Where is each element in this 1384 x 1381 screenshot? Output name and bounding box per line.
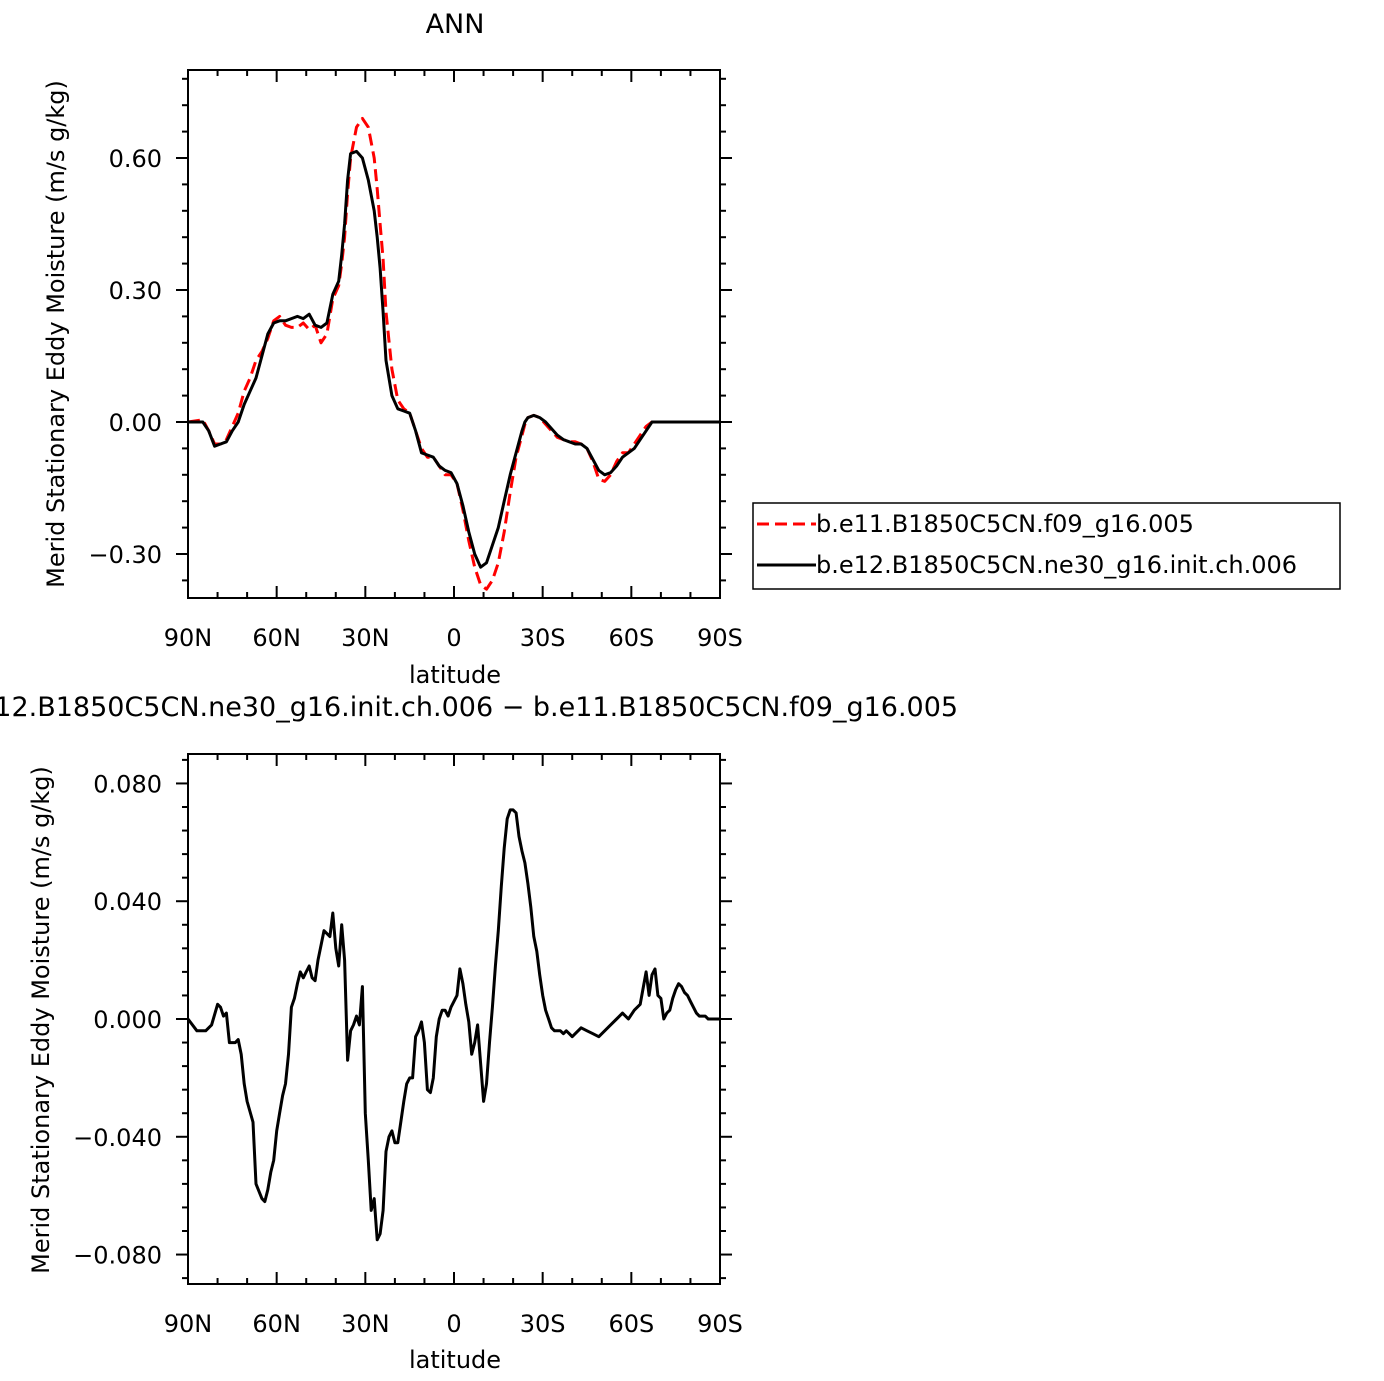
top-x-axis-label: latitude (409, 661, 501, 689)
bottom-x-tick-label: 0 (446, 1310, 461, 1338)
bottom-panel: b.e12.B1850C5CN.ne30_g16.init.ch.006 − b… (0, 692, 958, 1374)
bottom-y-tick-label: −0.080 (73, 1242, 162, 1270)
bottom-x-axis-label: latitude (409, 1346, 501, 1374)
bottom-y-axis-label: Merid Stationary Eddy Moisture (m/s g/kg… (27, 766, 55, 1274)
bottom-x-tick-label: 60S (608, 1310, 654, 1338)
bottom-axes-group: 90N 60N 30N 0 30S 60S 90S 0.080 0.040 0.000 −0.040… (73, 754, 743, 1338)
bottom-x-tick-label: 30S (520, 1310, 566, 1338)
bottom-y-tick-label: −0.040 (73, 1124, 162, 1152)
legend-label-series-2: b.e12.B1850C5CN.ne30_g16.init.ch.006 (816, 551, 1297, 579)
bottom-series-line-1 (186, 808, 720, 1242)
top-x-tick-label: 0 (446, 624, 461, 652)
top-x-tick-label: 60S (608, 624, 654, 652)
top-y-tick-label: 0.00 (109, 409, 162, 437)
legend: b.e11.B1850C5CN.f09_g16.005 b.e12.B1850C… (752, 502, 1341, 590)
top-series-line-1 (187, 116, 720, 591)
bottom-x-tick-label: 30N (341, 1310, 390, 1338)
bottom-y-tick-label: 0.000 (93, 1006, 162, 1034)
top-y-tick-label: 0.60 (109, 145, 162, 173)
legend-box (752, 502, 1341, 590)
top-series-group (187, 116, 720, 591)
bottom-series-group (186, 808, 720, 1242)
top-x-tick-label: 60N (252, 624, 301, 652)
top-y-tick-label: 0.30 (109, 277, 162, 305)
bottom-plot-frame (187, 753, 721, 1285)
top-axes-group: 90N 60N 30N 0 30S 60S 90S 0.60 0.30 0.00 −0.30 (88, 70, 743, 652)
top-x-tick-label: 30N (341, 624, 390, 652)
bottom-y-tick-label: 0.040 (93, 888, 162, 916)
top-series-line-2 (188, 149, 720, 569)
top-title: ANN (426, 9, 485, 40)
top-x-tick-label: 90N (164, 624, 213, 652)
bottom-x-tick-label: 90S (697, 1310, 743, 1338)
legend-label-series-1: b.e11.B1850C5CN.f09_g16.005 (816, 510, 1194, 538)
top-y-axis-label: Merid Stationary Eddy Moisture (m/s g/kg… (42, 80, 70, 588)
top-x-tick-label: 90S (697, 624, 743, 652)
bottom-x-tick-label: 60N (252, 1310, 301, 1338)
top-x-tick-label: 30S (520, 624, 566, 652)
bottom-y-tick-label: 0.080 (93, 770, 162, 798)
bottom-x-tick-label: 90N (164, 1310, 213, 1338)
bottom-title: b.e12.B1850C5CN.ne30_g16.init.ch.006 − b… (0, 692, 958, 723)
top-panel: ANN 90N 60N 30N 0 30S 60S 90S 0.60 0.30 0.00 −0.30… (42, 9, 743, 689)
top-y-tick-label: −0.30 (88, 541, 162, 569)
